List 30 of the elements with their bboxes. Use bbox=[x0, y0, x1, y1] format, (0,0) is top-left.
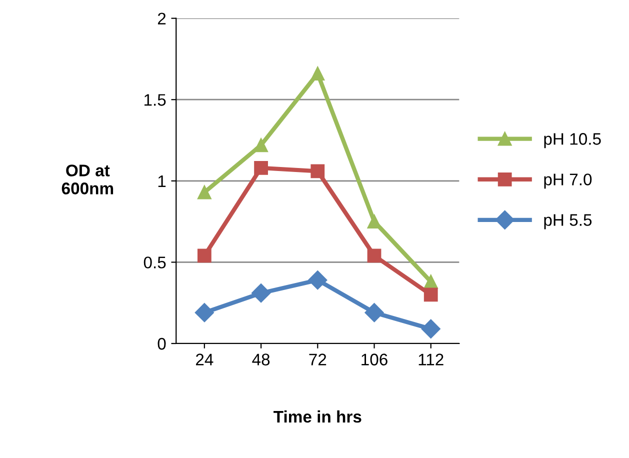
point bbox=[364, 303, 384, 322]
x-axis-title: Time in hrs bbox=[274, 410, 362, 423]
y-tick-label: 1 bbox=[158, 175, 166, 187]
point bbox=[367, 248, 382, 263]
point bbox=[421, 319, 440, 338]
x-tick-label: 24 bbox=[196, 354, 214, 366]
x-tick-label: 112 bbox=[418, 354, 444, 366]
legend-label: pH 10.5 bbox=[544, 133, 601, 148]
point bbox=[254, 160, 268, 175]
point bbox=[308, 270, 328, 290]
legend-label: pH 5.5 bbox=[544, 214, 592, 230]
point bbox=[194, 303, 214, 322]
point bbox=[367, 214, 382, 228]
y-tick-label: 1.5 bbox=[144, 94, 166, 106]
point bbox=[254, 138, 268, 152]
x-tick-label: 72 bbox=[309, 354, 326, 366]
y-tick-label: 0.5 bbox=[144, 256, 166, 268]
point bbox=[310, 66, 325, 81]
point bbox=[424, 288, 438, 302]
x-tick-label: 106 bbox=[362, 354, 388, 366]
point bbox=[197, 248, 212, 263]
point bbox=[424, 274, 438, 289]
y-tick-label: 2 bbox=[158, 12, 166, 24]
point bbox=[197, 185, 212, 200]
x-tick-label: 48 bbox=[252, 354, 270, 366]
y-tick-label: 0 bbox=[158, 338, 166, 350]
point bbox=[310, 164, 325, 178]
legend-label: pH 7.0 bbox=[544, 174, 592, 189]
y-axis-title: OD at 600nm bbox=[62, 164, 114, 194]
point bbox=[252, 284, 271, 303]
